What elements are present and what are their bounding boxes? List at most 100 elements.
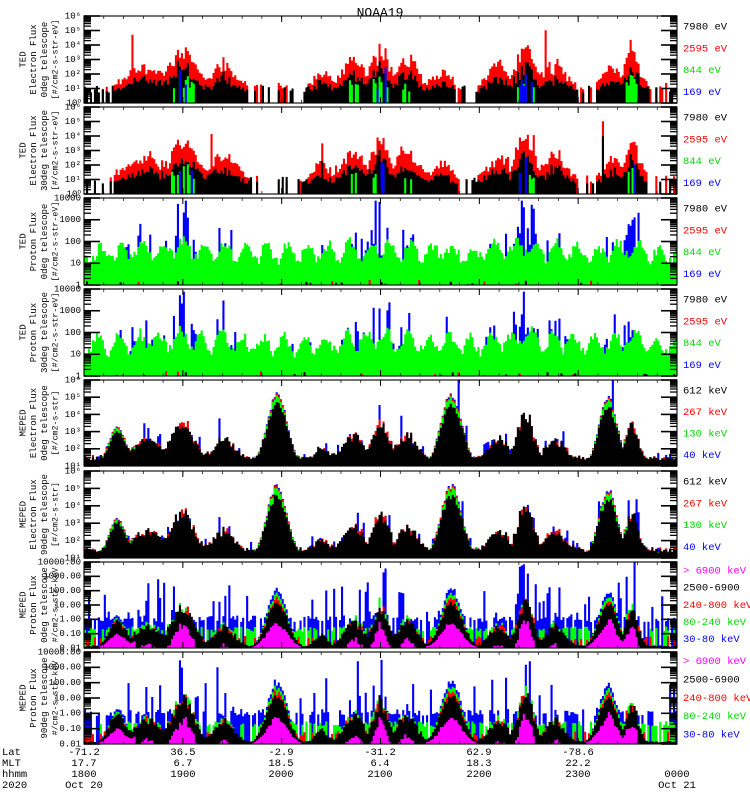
svg-text:2595 eV: 2595 eV <box>683 316 728 328</box>
svg-text:NOAA19: NOAA19 <box>357 5 404 20</box>
svg-text:1.00: 1.00 <box>59 709 81 719</box>
svg-text:[#/cm2-s-str]: [#/cm2-s-str] <box>51 391 61 456</box>
svg-text:7980 eV: 7980 eV <box>683 113 728 125</box>
svg-text:10¹: 10¹ <box>65 175 81 185</box>
svg-text:169 eV: 169 eV <box>683 178 722 190</box>
svg-text:Electron Flux: Electron Flux <box>29 115 39 185</box>
svg-text:1000: 1000 <box>59 215 81 225</box>
svg-text:0deg telescope: 0deg telescope <box>40 385 50 461</box>
svg-text:10²: 10² <box>65 536 81 546</box>
svg-text:2500-6900: 2500-6900 <box>683 674 740 686</box>
svg-text:Oct 21: Oct 21 <box>658 780 696 792</box>
svg-text:[#/cm2-s-str-eV]: [#/cm2-s-str-eV] <box>51 111 61 191</box>
svg-text:612 keV: 612 keV <box>683 386 728 398</box>
svg-text:MEPED: MEPED <box>18 501 28 528</box>
svg-text:10⁶: 10⁶ <box>65 466 81 476</box>
svg-text:7980 eV: 7980 eV <box>683 204 728 216</box>
svg-text:2000: 2000 <box>268 769 293 781</box>
svg-text:TED: TED <box>18 324 28 340</box>
svg-text:Electron Flux: Electron Flux <box>29 479 39 549</box>
svg-text:1000: 1000 <box>59 306 81 316</box>
svg-text:10⁶: 10⁶ <box>65 11 81 21</box>
svg-text:10²: 10² <box>65 69 81 79</box>
svg-text:10²: 10² <box>65 160 81 170</box>
svg-text:10⁵: 10⁵ <box>65 26 81 36</box>
svg-text:10⁴: 10⁴ <box>65 39 81 50</box>
svg-text:40 keV: 40 keV <box>683 542 722 554</box>
svg-text:169 eV: 169 eV <box>683 360 722 372</box>
svg-text:7980 eV: 7980 eV <box>683 22 728 34</box>
svg-text:844 eV: 844 eV <box>683 338 722 350</box>
svg-text:612 keV: 612 keV <box>683 477 728 489</box>
svg-text:240-800 keV: 240-800 keV <box>683 600 750 612</box>
svg-text:0.10: 0.10 <box>59 629 81 639</box>
svg-text:10⁴: 10⁴ <box>65 130 81 141</box>
svg-text:> 6900 keV: > 6900 keV <box>683 565 747 577</box>
svg-text:40 keV: 40 keV <box>683 450 722 462</box>
svg-text:10⁴: 10⁴ <box>65 409 81 420</box>
svg-text:10: 10 <box>70 350 81 360</box>
svg-text:Proton Flux: Proton Flux <box>29 668 39 727</box>
svg-text:10000.00: 10000.00 <box>38 647 81 657</box>
svg-text:30-80 keV: 30-80 keV <box>683 730 740 742</box>
svg-text:[#/cm2-s-str-eV]: [#/cm2-s-str-eV] <box>51 293 61 373</box>
svg-text:Oct 20: Oct 20 <box>65 780 103 792</box>
svg-text:100: 100 <box>65 237 81 247</box>
svg-text:10¹: 10¹ <box>65 84 81 94</box>
svg-text:169 eV: 169 eV <box>683 269 722 281</box>
svg-text:844 eV: 844 eV <box>683 65 722 77</box>
svg-text:[#/cm2-s-str-eV]: [#/cm2-s-str-eV] <box>51 202 61 282</box>
svg-text:0.10: 0.10 <box>59 724 81 734</box>
svg-text:2020: 2020 <box>2 780 27 792</box>
svg-text:1900: 1900 <box>170 769 195 781</box>
svg-text:TED: TED <box>18 142 28 158</box>
svg-text:10⁵: 10⁵ <box>65 393 81 403</box>
svg-text:10⁶: 10⁶ <box>65 102 81 112</box>
svg-text:MEPED: MEPED <box>18 684 28 711</box>
svg-text:130 keV: 130 keV <box>683 429 728 441</box>
svg-text:7980 eV: 7980 eV <box>683 295 728 307</box>
svg-text:80-240 keV: 80-240 keV <box>683 711 747 723</box>
svg-text:2200: 2200 <box>466 769 491 781</box>
svg-text:TED: TED <box>18 51 28 67</box>
svg-text:30-80 keV: 30-80 keV <box>683 634 740 646</box>
svg-text:1.00: 1.00 <box>59 615 81 625</box>
svg-text:2595 eV: 2595 eV <box>683 225 728 237</box>
svg-text:10³: 10³ <box>65 55 81 65</box>
svg-text:2595 eV: 2595 eV <box>683 134 728 146</box>
svg-text:0deg telescope: 0deg telescope <box>40 567 50 643</box>
svg-text:844 eV: 844 eV <box>683 156 722 168</box>
svg-text:90deg telescope: 90deg telescope <box>40 657 50 738</box>
svg-text:80-240 keV: 80-240 keV <box>683 617 747 629</box>
svg-text:2500-6900: 2500-6900 <box>683 583 740 595</box>
svg-text:240-800 keV: 240-800 keV <box>683 693 750 705</box>
svg-text:TED: TED <box>18 233 28 249</box>
svg-text:10⁶: 10⁶ <box>65 375 81 385</box>
svg-text:169 eV: 169 eV <box>683 87 722 99</box>
svg-text:MEPED: MEPED <box>18 409 28 436</box>
svg-text:Proton Flux: Proton Flux <box>29 303 39 362</box>
svg-text:10⁵: 10⁵ <box>65 484 81 494</box>
svg-text:2595 eV: 2595 eV <box>683 43 728 55</box>
svg-text:> 6900 keV: > 6900 keV <box>683 656 747 668</box>
svg-text:130 keV: 130 keV <box>683 520 728 532</box>
svg-text:[#/cm2-s-str-eV]: [#/cm2-s-str-eV] <box>51 20 61 100</box>
svg-text:#/cm2-s-str-keV: #/cm2-s-str-keV <box>51 661 61 736</box>
svg-text:0deg telescope: 0deg telescope <box>40 22 50 98</box>
svg-text:10³: 10³ <box>65 427 81 437</box>
svg-text:90deg telescope: 90deg telescope <box>40 474 50 555</box>
svg-text:MEPED: MEPED <box>18 591 28 618</box>
svg-text:10000.00: 10000.00 <box>38 557 81 567</box>
svg-text:30deg telescope: 30deg telescope <box>40 110 50 191</box>
svg-text:844 eV: 844 eV <box>683 247 722 259</box>
svg-text:2300: 2300 <box>565 769 590 781</box>
svg-text:Electron Flux: Electron Flux <box>29 388 39 458</box>
svg-text:10⁵: 10⁵ <box>65 117 81 127</box>
svg-text:#/cm2-s-str-keV: #/cm2-s-str-keV <box>51 568 61 643</box>
svg-text:267 keV: 267 keV <box>683 498 728 510</box>
svg-text:[#/cm2-s-str]: [#/cm2-s-str] <box>51 482 61 547</box>
svg-text:Proton Flux: Proton Flux <box>29 212 39 271</box>
svg-text:10³: 10³ <box>65 519 81 529</box>
svg-text:30deg telescope: 30deg telescope <box>40 292 50 373</box>
svg-text:10: 10 <box>70 259 81 269</box>
